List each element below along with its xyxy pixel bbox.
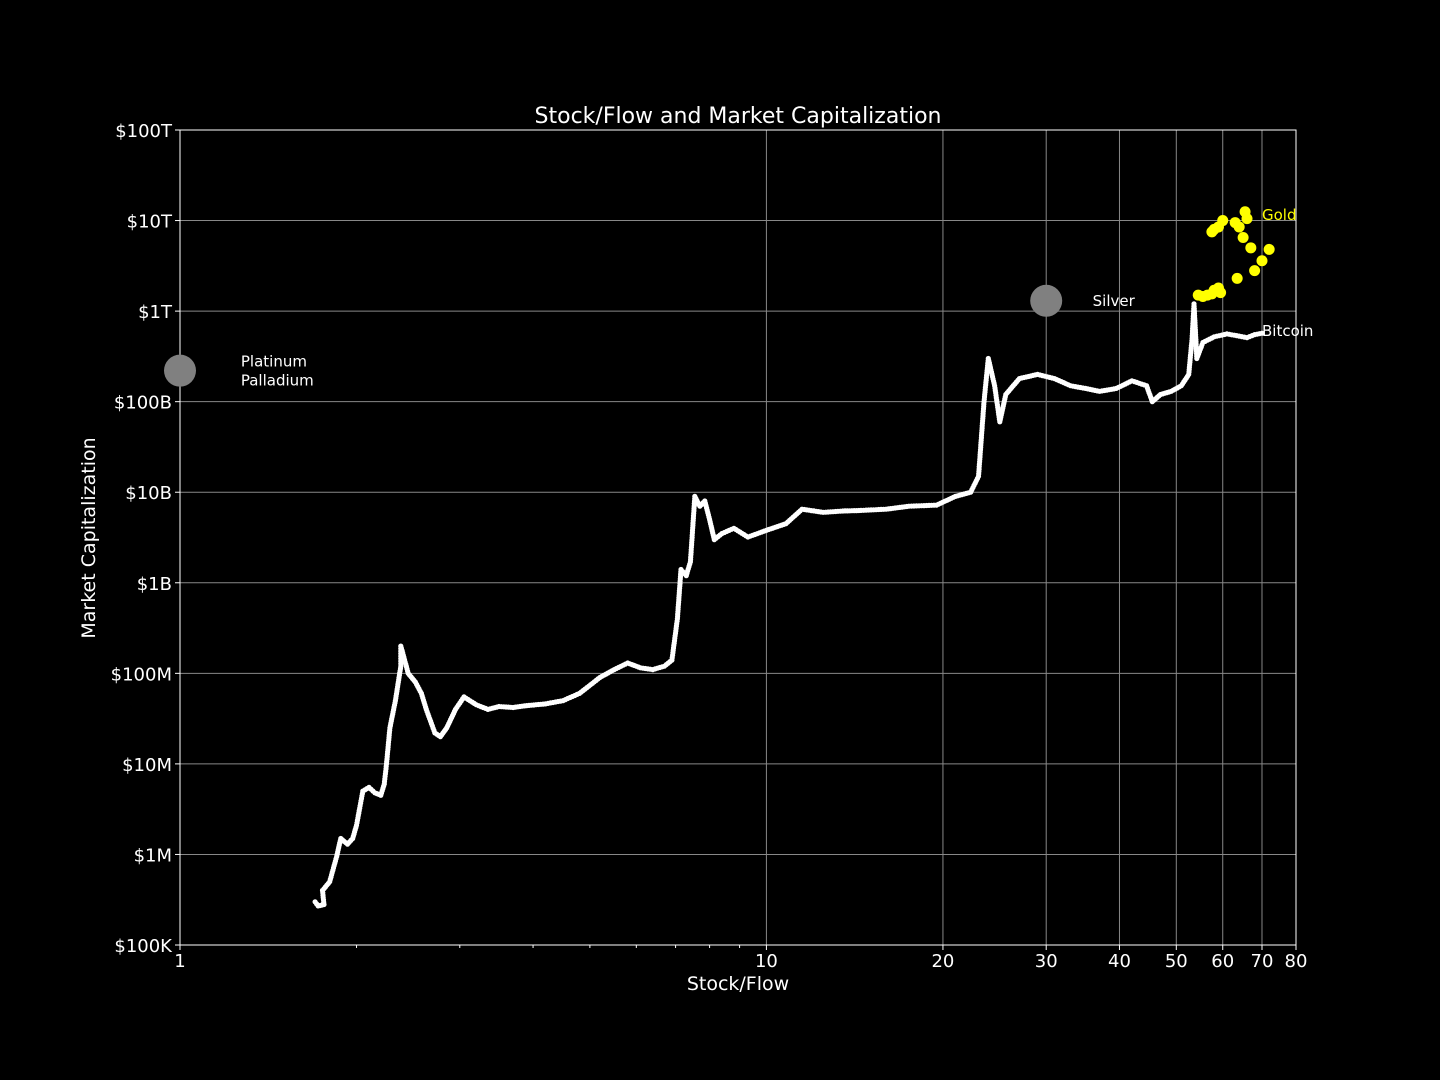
y-tick-label: $100B — [114, 393, 172, 414]
gold-point — [1241, 213, 1253, 225]
series-label-gold: Gold — [1262, 206, 1297, 224]
bitcoin-point — [1259, 330, 1265, 336]
x-tick-label: 20 — [931, 951, 954, 972]
y-tick-label: $1M — [134, 845, 172, 866]
x-tick-label: 80 — [1285, 951, 1308, 972]
x-tick-label: 60 — [1211, 951, 1234, 972]
grid-lines — [179, 129, 1297, 946]
series-gold — [1192, 206, 1275, 302]
series-bitcoin — [312, 301, 1265, 909]
x-axis: 1 10 20 30 40 50 60 70 80 — [174, 945, 1307, 972]
series-platinum-palladium — [164, 354, 196, 387]
gold-point — [1256, 255, 1268, 267]
gold-point — [1217, 215, 1229, 227]
gold-point — [1263, 243, 1275, 255]
series-label-bitcoin: Bitcoin — [1262, 322, 1313, 340]
plot-frame — [179, 129, 1297, 946]
silver-point — [1030, 284, 1063, 317]
y-tick-label: $10M — [122, 755, 172, 776]
y-tick-label: $1B — [137, 574, 172, 595]
x-axis-label: Stock/Flow — [687, 973, 789, 995]
x-tick-label: 30 — [1035, 951, 1058, 972]
y-axis-label: Market Capitalization — [78, 437, 100, 638]
x-tick-label: 50 — [1165, 951, 1188, 972]
x-tick-label: 40 — [1108, 951, 1131, 972]
y-tick-label: $10T — [127, 212, 173, 233]
gold-point — [1237, 231, 1249, 243]
y-tick-label: $100M — [111, 664, 172, 685]
gold-point — [1231, 272, 1243, 284]
gold-point — [1215, 287, 1227, 299]
y-tick-label: $10B — [125, 483, 172, 504]
y-axis: $100K $1M $10M $100M $1B $10B $100B $1T $10T $100… — [111, 121, 180, 957]
x-tick-label: 70 — [1251, 951, 1274, 972]
series-label-silver: Silver — [1093, 292, 1136, 310]
x-tick-label: 1 — [174, 951, 185, 972]
y-tick-label: $1T — [138, 302, 173, 323]
series-label-platinum-palladium: Platinum — [241, 353, 307, 371]
series-silver — [1030, 284, 1063, 317]
y-tick-label: $100K — [114, 936, 173, 957]
series-label-platinum-palladium: Palladium — [241, 372, 314, 390]
gold-point — [1206, 226, 1218, 238]
chart-title: Stock/Flow and Market Capitalization — [535, 104, 942, 129]
x-tick-label: 10 — [755, 951, 778, 972]
gold-point — [1245, 242, 1257, 254]
gold-point — [1249, 265, 1261, 277]
series-layer — [164, 206, 1275, 909]
y-tick-label: $100T — [115, 121, 173, 142]
platinum-palladium-point — [164, 354, 196, 387]
gold-point — [1233, 221, 1245, 233]
